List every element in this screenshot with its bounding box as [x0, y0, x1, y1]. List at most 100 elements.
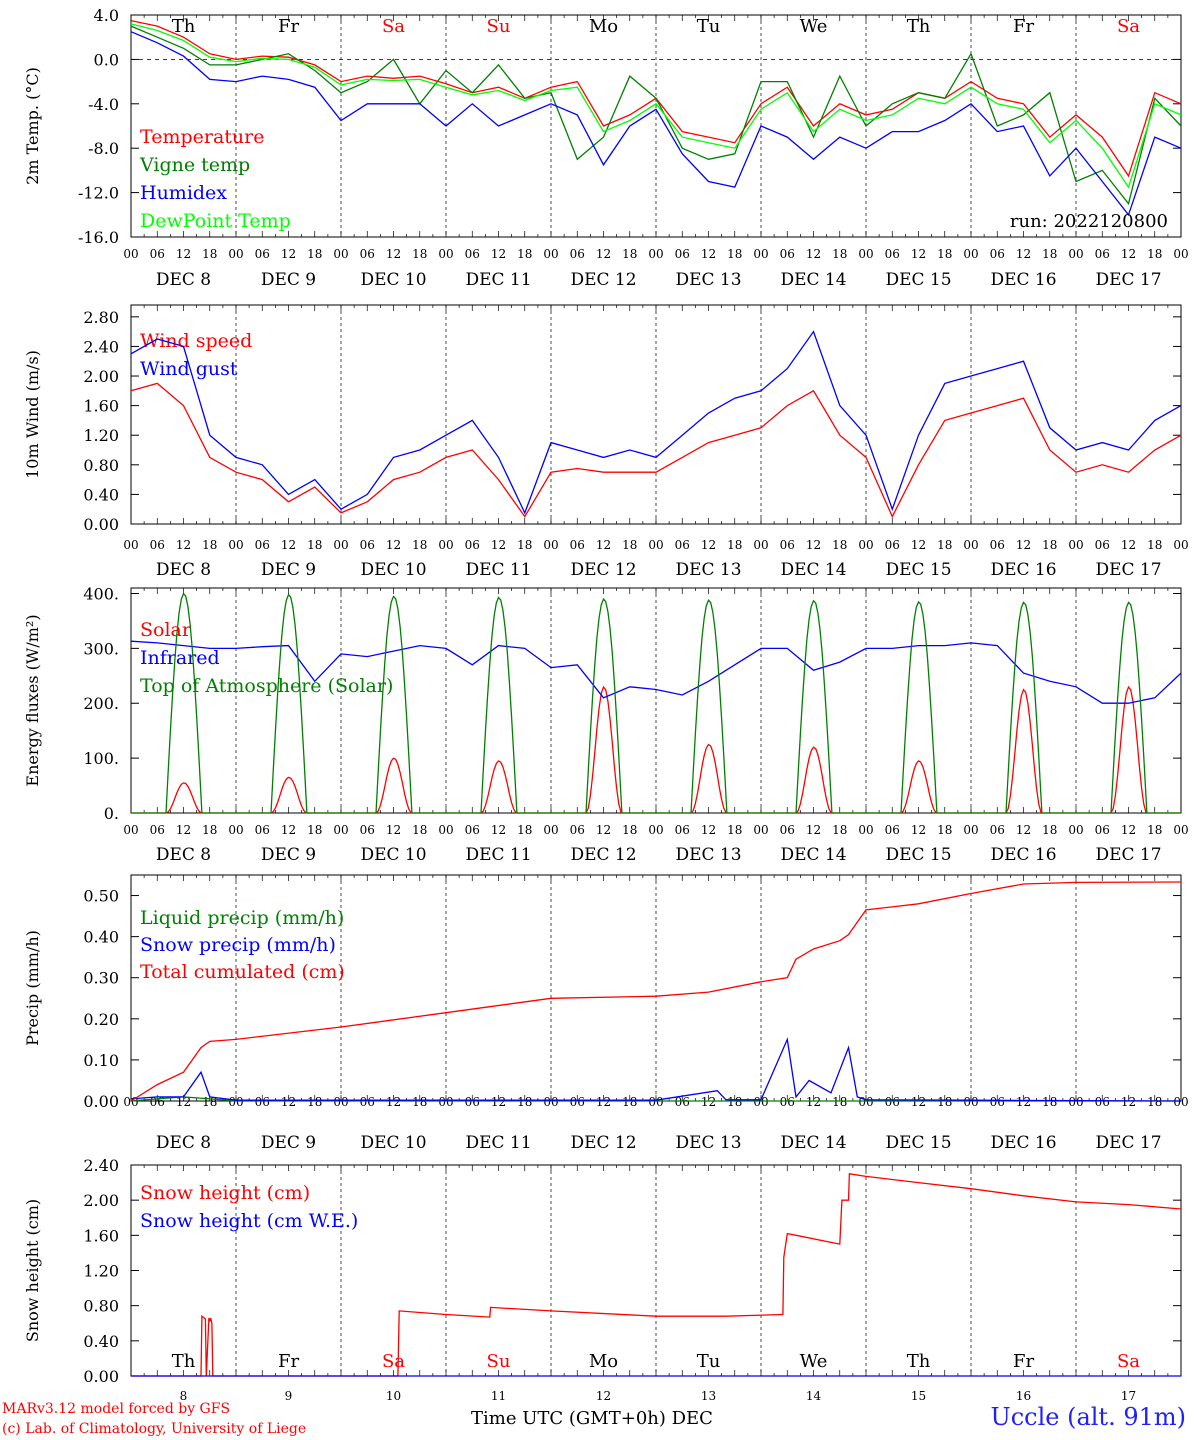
hour-tick-label: 12 [806, 247, 821, 261]
y-axis-label: Energy fluxes (W/m²) [23, 614, 42, 786]
hour-tick-label: 06 [465, 1095, 480, 1109]
hour-tick-label: 00 [753, 247, 768, 261]
y-tick-label: 2.40 [83, 337, 119, 356]
series-line-infrared [130, 640, 1182, 704]
y-tick-label: 300. [83, 639, 119, 658]
hour-tick-label: 06 [255, 823, 270, 837]
weekday-label: Fr [278, 1351, 299, 1372]
lab-line: (c) Lab. of Climatology, University of L… [2, 1421, 307, 1437]
x-tick-label: 16 [1016, 1389, 1031, 1403]
day-label: DEC 11 [465, 560, 531, 580]
hour-tick-label: 06 [360, 1095, 375, 1109]
hour-tick-label: 18 [517, 823, 532, 837]
hour-tick-label: 06 [780, 823, 795, 837]
hour-tick-label: 12 [911, 538, 926, 552]
hour-tick-label: 00 [333, 538, 348, 552]
legend-entry: Vigne temp [139, 154, 250, 176]
weekday-label: Th [172, 1351, 196, 1372]
day-label: DEC 16 [990, 270, 1056, 290]
day-label: DEC 12 [570, 845, 636, 865]
hour-tick-label: 00 [1068, 1095, 1083, 1109]
x-tick-label: 14 [806, 1389, 822, 1403]
hour-tick-label: 18 [622, 538, 637, 552]
legend-entry: Snow precip (mm/h) [140, 934, 336, 956]
x-tick-label: 8 [180, 1389, 188, 1403]
hour-tick-label: 12 [596, 1095, 611, 1109]
hour-tick-label: 06 [885, 823, 900, 837]
hour-tick-label: 00 [648, 1095, 663, 1109]
hour-tick-label: 12 [1121, 823, 1136, 837]
weekday-label: Fr [278, 16, 299, 37]
y-tick-label: 1.20 [83, 426, 119, 445]
weekday-label: Th [172, 16, 196, 37]
day-label: DEC 15 [885, 270, 951, 290]
hour-tick-label: 06 [150, 538, 165, 552]
series-line-snow-height-cm- [131, 1173, 1182, 1377]
hour-tick-label: 06 [1095, 538, 1110, 552]
run-annotation: run: 2022120800 [1010, 211, 1168, 232]
day-label: DEC 15 [885, 1133, 951, 1153]
hour-tick-label: 12 [806, 823, 821, 837]
y-tick-label: 0.30 [83, 969, 119, 988]
hour-tick-label: 18 [727, 823, 742, 837]
legend-entry: Snow height (cm) [140, 1182, 310, 1204]
hour-tick-label: 12 [1121, 1095, 1136, 1109]
hour-tick-label: 00 [543, 247, 558, 261]
hour-tick-label: 00 [438, 247, 453, 261]
hour-tick-label: 18 [517, 538, 532, 552]
hour-tick-label: 06 [255, 538, 270, 552]
day-label: DEC 11 [465, 270, 531, 290]
y-tick-label: -12.0 [78, 184, 119, 203]
hour-tick-label: 00 [543, 1095, 558, 1109]
hour-tick-label: 06 [675, 247, 690, 261]
hour-tick-label: 06 [570, 823, 585, 837]
hour-tick-label: 06 [465, 538, 480, 552]
hour-tick-label: 12 [176, 1095, 191, 1109]
hour-tick-label: 12 [281, 538, 296, 552]
hour-tick-label: 12 [1016, 1095, 1031, 1109]
series-line-snow-precip-mm-h- [130, 1037, 1182, 1102]
hour-tick-label: 06 [675, 538, 690, 552]
day-label: DEC 16 [990, 845, 1056, 865]
hour-tick-label: 00 [543, 538, 558, 552]
hour-tick-label: 06 [675, 823, 690, 837]
hour-tick-label: 00 [753, 538, 768, 552]
hour-tick-label: 06 [1095, 823, 1110, 837]
weekday-label: Mo [589, 1351, 618, 1372]
y-tick-label: 0.40 [83, 485, 119, 504]
hour-tick-label: 00 [123, 823, 138, 837]
weekday-label: Th [907, 1351, 931, 1372]
hour-tick-label: 06 [885, 247, 900, 261]
y-axis-label: Precip (mm/h) [23, 930, 42, 1046]
y-tick-label: 0.00 [83, 1092, 119, 1111]
hour-tick-label: 12 [701, 823, 716, 837]
hour-tick-label: 06 [990, 247, 1005, 261]
day-label: DEC 8 [156, 270, 211, 290]
day-label: DEC 15 [885, 560, 951, 580]
x-tick-label: 10 [386, 1389, 401, 1403]
y-tick-label: 1.20 [83, 1262, 119, 1281]
hour-tick-label: 12 [911, 247, 926, 261]
hour-tick-label: 18 [937, 823, 952, 837]
y-tick-label: -4.0 [88, 95, 119, 114]
hour-tick-label: 00 [753, 1095, 768, 1109]
hour-tick-label: 00 [438, 823, 453, 837]
series-line-dewpoint-temp [130, 23, 1182, 189]
hour-tick-label: 12 [176, 247, 191, 261]
hour-tick-label: 06 [150, 823, 165, 837]
hour-tick-label: 18 [517, 1095, 532, 1109]
hour-tick-label: 18 [412, 247, 427, 261]
hour-tick-label: 06 [360, 538, 375, 552]
model-credit: MARv3.12 model forced by GFS (c) Lab. of… [2, 1399, 306, 1439]
y-tick-label: 0.40 [83, 928, 119, 947]
day-label: DEC 14 [780, 845, 846, 865]
hour-tick-label: 18 [412, 538, 427, 552]
hour-tick-label: 18 [412, 1095, 427, 1109]
series-line-humidex [130, 31, 1182, 217]
y-tick-label: 0.80 [83, 456, 119, 475]
hour-tick-label: 18 [832, 538, 847, 552]
day-label: DEC 9 [261, 270, 316, 290]
hour-tick-label: 00 [858, 823, 873, 837]
hour-tick-label: 18 [1147, 823, 1162, 837]
